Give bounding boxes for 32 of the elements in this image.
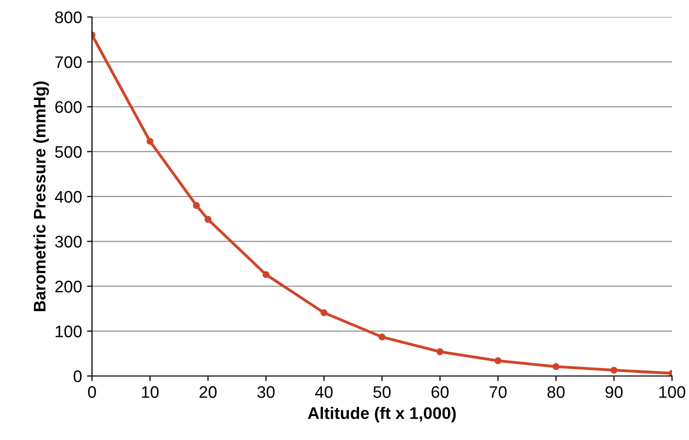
point [192,202,200,209]
y-tick-label: 500 [55,146,82,158]
point [610,366,618,374]
y-tick-label: 300 [55,236,82,248]
point [378,333,386,340]
point [320,309,328,316]
y-tick-label: 600 [55,101,82,113]
y-tick-label: 0 [74,370,82,382]
y-tick-label: 200 [55,280,82,292]
x-tick-label: 10 [142,386,159,398]
x-tick-label: 30 [257,386,275,398]
y-tick-label: 400 [54,190,82,203]
x-tick-label: 60 [432,386,449,398]
point [552,363,560,370]
point [262,271,270,278]
x-axis-title: Altitude (ft x 1,000) [308,406,456,422]
y-axis-title: Barometric Pressure (mmHg) [33,82,49,312]
x-tick-label: 70 [490,386,507,398]
x-tick-label: 0 [88,386,96,398]
y-tick-label: 800 [55,11,82,24]
x-tick-label: 40 [315,386,333,398]
x-tick-label: 20 [200,386,217,398]
x-tick-label: 50 [373,386,391,398]
x-tick-label: 100 [659,386,686,398]
y-tick-label: 700 [55,56,82,68]
point [436,348,444,356]
x-tick-label: 80 [547,386,565,398]
y-tick-label: 100 [56,326,82,338]
point [204,216,212,223]
x-tick-label: 90 [606,386,623,398]
point [494,357,502,364]
point [146,138,154,145]
